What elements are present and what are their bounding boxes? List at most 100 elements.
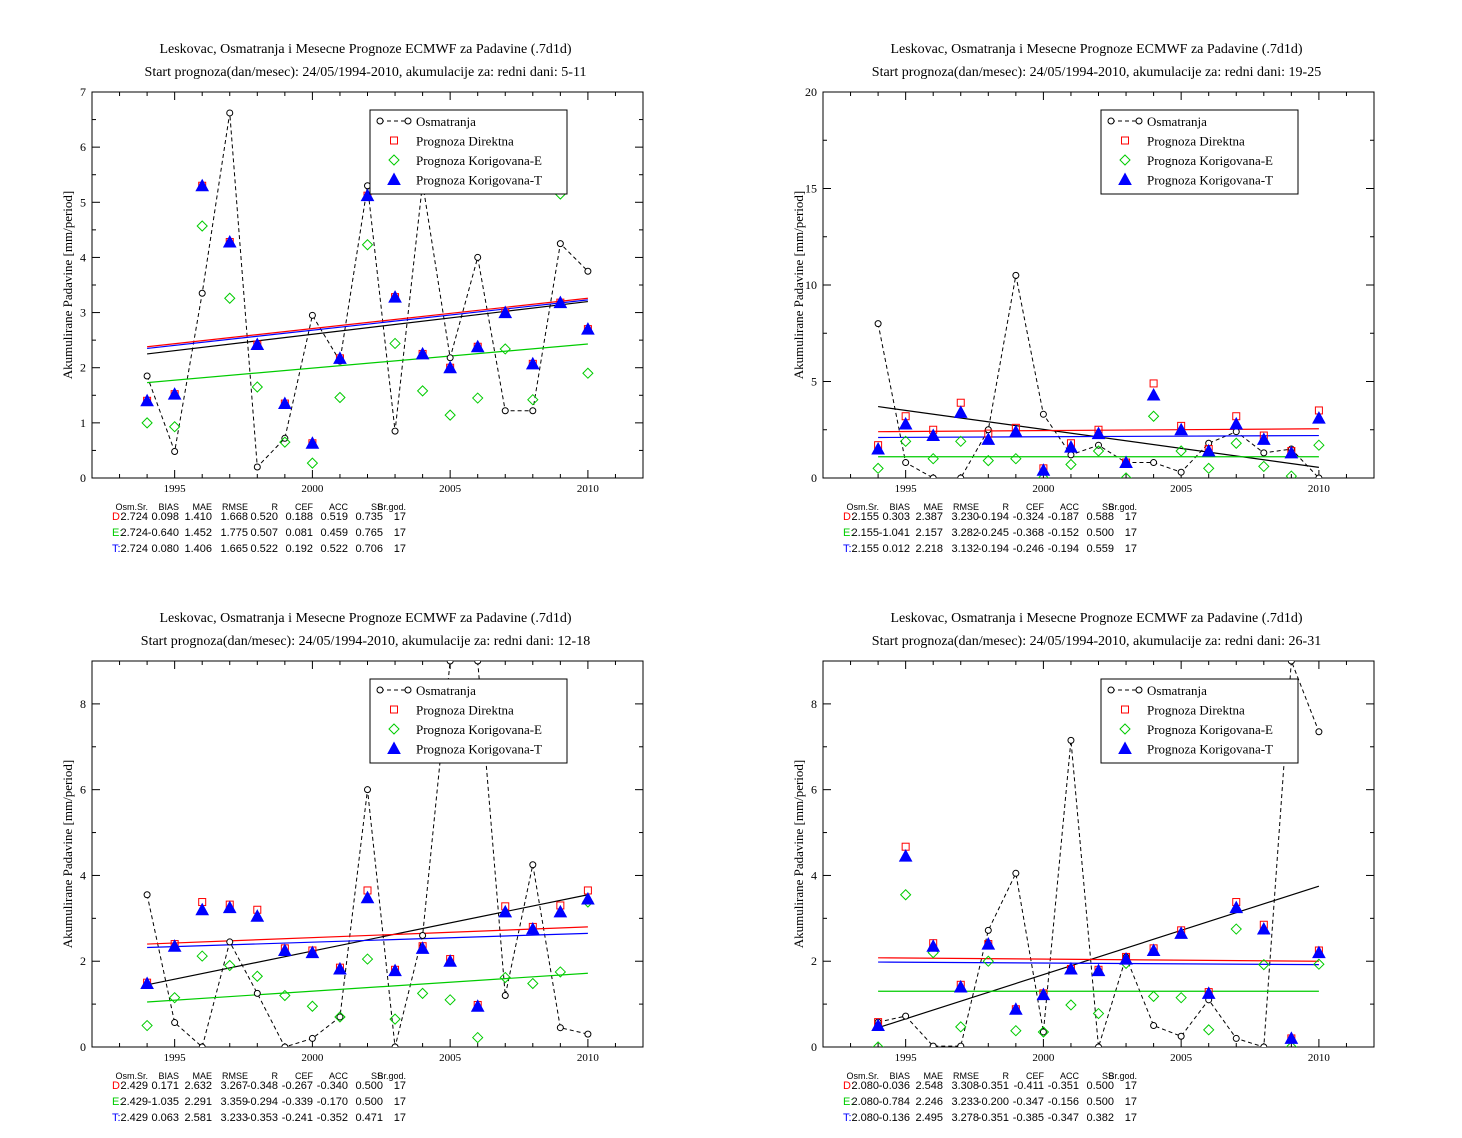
y-tick-label: 8 xyxy=(80,697,86,711)
stats-header-cell: MAE xyxy=(192,502,212,512)
data-point xyxy=(955,1021,967,1033)
x-tick-label: 2005 xyxy=(439,1052,462,1064)
data-point xyxy=(1092,1007,1105,1020)
data-point xyxy=(279,989,291,1002)
data-point xyxy=(334,1011,346,1023)
legend-marker xyxy=(376,117,384,125)
data-point xyxy=(171,1019,179,1027)
data-point xyxy=(446,354,454,362)
plot-area xyxy=(140,109,595,471)
legend-label: Prognoza Korigovana-E xyxy=(416,722,542,737)
stats-value-cell: 17 xyxy=(393,543,406,555)
chart-title: Leskovac, Osmatranja i Mesecne Prognoze … xyxy=(159,42,572,57)
x-tick-label: 2000 xyxy=(1032,1052,1055,1064)
y-tick-label: 4 xyxy=(811,868,817,882)
stats-header-cell: Br.god. xyxy=(377,502,406,512)
y-tick-label: 0 xyxy=(80,1040,86,1054)
chart-panel-1: Leskovac, Osmatranja i Mesecne Prognoze … xyxy=(0,0,731,569)
data-point xyxy=(1260,449,1268,457)
stats-value-cell: 2.724 xyxy=(120,511,148,523)
stats-header-cell: ACC xyxy=(328,502,348,512)
stats-value-cell: 2.080 xyxy=(851,1080,879,1092)
stats-value-cell: 1.410 xyxy=(184,511,212,523)
data-point xyxy=(1010,1024,1022,1037)
chart-plot: 1995 2000 2005 2010 0 5 10 15 20 Akumulirane Pada… xyxy=(791,85,1375,495)
stats-value-cell: 0.171 xyxy=(151,1080,179,1092)
y-axis-label: Akumulirane Padavine [mm/period] xyxy=(791,760,806,948)
y-tick-label: 2 xyxy=(811,954,817,968)
stats-header-cell: BIAS xyxy=(158,502,179,512)
stats-value-cell: 1.665 xyxy=(220,543,248,555)
data-point xyxy=(898,416,913,430)
data-point xyxy=(553,904,568,918)
stats-value-cell: 1.668 xyxy=(220,511,248,523)
data-point xyxy=(929,474,937,478)
data-point xyxy=(416,987,429,1000)
data-point xyxy=(360,890,375,904)
data-point xyxy=(1285,470,1298,478)
data-point xyxy=(443,360,457,374)
data-point xyxy=(333,351,347,364)
data-point xyxy=(416,385,429,397)
data-point xyxy=(926,428,941,442)
stats-header-cell: R xyxy=(1002,1071,1010,1081)
data-point xyxy=(584,1030,592,1038)
data-point xyxy=(389,337,401,350)
stats-header-cell: CEF xyxy=(1026,502,1044,512)
plot-area xyxy=(140,661,595,1047)
stats-value-cell: -0.351 xyxy=(977,1080,1009,1092)
x-tick-label: 2000 xyxy=(301,483,324,495)
data-point xyxy=(899,435,912,448)
stats-value-cell: 3.359 xyxy=(220,1096,248,1108)
chart-panel-3: Leskovac, Osmatranja i Mesecne Prognoze … xyxy=(0,569,731,1138)
stats-value-cell: -0.339 xyxy=(281,1096,313,1108)
legend-label: Prognoza Direktna xyxy=(416,134,514,149)
legend-marker xyxy=(1121,705,1129,714)
data-point xyxy=(1039,410,1047,418)
data-point xyxy=(1229,416,1244,430)
stats-value-cell: -0.152 xyxy=(1047,527,1079,539)
stats-header-cell: RMSE xyxy=(952,1071,979,1081)
data-point xyxy=(1312,945,1326,959)
stats-value-cell: 2.291 xyxy=(184,1096,212,1108)
legend-marker xyxy=(1107,686,1115,694)
legend-label: Prognoza Korigovana-T xyxy=(416,742,542,757)
stats-header-cell: ACC xyxy=(1059,502,1079,512)
data-point xyxy=(1010,452,1022,465)
data-point xyxy=(525,922,540,935)
data-point xyxy=(196,950,208,962)
stats-value-cell: 2.246 xyxy=(915,1096,943,1108)
trend-line xyxy=(147,297,588,348)
data-point xyxy=(471,392,484,404)
legend-box xyxy=(369,678,568,764)
stats-value-cell: -0.385 xyxy=(1012,1112,1044,1124)
x-tick-label: 2010 xyxy=(1308,1052,1331,1064)
legend-label: Prognoza Korigovana-T xyxy=(1147,173,1273,188)
x-tick-label: 2005 xyxy=(1170,1052,1193,1064)
data-point xyxy=(1064,440,1078,453)
data-point xyxy=(250,909,265,922)
data-point xyxy=(953,405,968,418)
data-point xyxy=(501,992,509,1000)
stats-value-cell: 2.387 xyxy=(915,511,943,523)
data-point xyxy=(1036,463,1051,476)
legend-label: Prognoza Korigovana-T xyxy=(416,173,542,188)
data-point xyxy=(1036,987,1051,1001)
data-point xyxy=(981,937,996,950)
data-point xyxy=(143,891,151,899)
data-point xyxy=(1230,923,1242,935)
data-point xyxy=(198,1043,206,1047)
legend-marker xyxy=(387,172,401,185)
stats-value-cell: -0.353 xyxy=(246,1112,278,1124)
data-point xyxy=(957,1042,965,1047)
stats-value-cell: -0.351 xyxy=(1047,1080,1079,1092)
legend-marker xyxy=(390,136,398,145)
stats-header-cell: ACC xyxy=(1059,1071,1079,1081)
chart-plot: 1995 2000 2005 2010 0 2 4 6 8 Akumulirane Padavin… xyxy=(791,660,1375,1064)
y-tick-label: 1 xyxy=(80,416,86,430)
stats-value-cell: -0.324 xyxy=(1012,511,1044,523)
stats-row-label: E: xyxy=(112,1096,123,1108)
stats-value-cell: 0.559 xyxy=(1086,543,1114,555)
stats-value-cell: 0.519 xyxy=(320,511,348,523)
stats-value-cell: 0.735 xyxy=(355,511,383,523)
